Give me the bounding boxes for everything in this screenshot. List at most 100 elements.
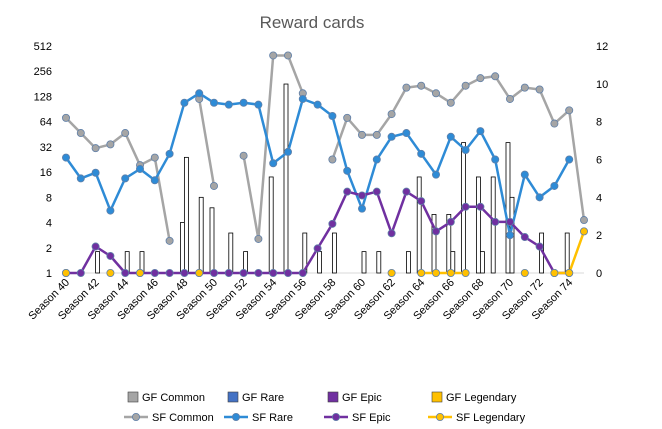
bar-gf-common [283,83,289,274]
legend-label: SF Common [152,412,214,424]
point-sf-epic [491,217,500,226]
bar-gf-rare [331,232,337,274]
point-sf-common [165,236,174,245]
y-right-tick-label: 10 [596,79,608,91]
legend-label: GF Legendary [446,392,517,404]
point-sf-epic [76,268,85,277]
legend-label: GF Rare [242,392,284,404]
point-sf-epic [313,244,322,253]
point-sf-epic [446,217,455,226]
point-sf-common [254,234,263,243]
point-sf-common [328,155,337,164]
point-sf-rare [491,155,500,164]
legend-marker-sf-epic [331,412,340,421]
point-sf-common [417,81,426,90]
point-sf-common [476,74,485,83]
point-sf-rare [209,98,218,107]
bar-gf-rare [198,196,204,274]
point-sf-epic [461,202,470,211]
point-sf-rare [328,111,337,120]
point-sf-rare [239,98,248,107]
point-sf-rare [520,170,529,179]
bar-gf-common [268,176,274,274]
point-sf-epic [91,242,100,251]
y-left-tick-label: 128 [34,91,52,103]
point-sf-common [372,130,381,139]
point-sf-rare [535,193,544,202]
bar-gf-common [209,207,215,274]
bar-gf-rare [376,251,382,274]
point-sf-common [461,81,470,90]
point-sf-rare [313,100,322,109]
bar-gf-rare [95,251,100,274]
point-sf-rare [402,129,411,138]
point-sf-common [106,140,115,149]
point-sf-legendary [135,268,144,277]
point-sf-epic [180,268,189,277]
point-sf-epic [106,251,115,260]
legend-label: GF Epic [342,392,382,404]
point-sf-epic [239,268,248,277]
bar-gf-common [179,222,185,274]
point-sf-common [357,130,366,139]
point-sf-legendary [565,268,574,277]
legend-swatch-gf-rare [227,391,239,403]
bar-gf-rare [228,232,234,274]
y-left-tick-label: 2 [46,243,52,255]
point-sf-rare [224,100,233,109]
y-left-tick-label: 64 [40,117,52,129]
y-left-tick-label: 8 [46,192,52,204]
point-sf-common [431,89,440,98]
legend-label: SF Legendary [456,412,526,424]
y-right-tick-label: 12 [596,41,608,53]
y-right-tick-label: 6 [596,155,602,167]
bar-gf-rare [183,156,189,274]
point-sf-legendary [195,268,204,277]
point-sf-epic [269,268,278,277]
legend-label: GF Common [142,392,205,404]
point-sf-common [402,83,411,92]
point-sf-epic [476,202,485,211]
chart-legend: GF Common GF Rare GF Epic GF Legendary SF Co… [124,391,526,424]
y-right-tick-label: 4 [596,192,602,204]
point-sf-epic [283,268,292,277]
legend-swatch-gf-legendary [431,391,443,403]
point-sf-epic [372,187,381,196]
point-sf-rare [195,89,204,98]
point-sf-epic [505,217,514,226]
point-sf-rare [357,204,366,213]
point-sf-legendary [446,268,455,277]
point-sf-common [62,113,71,122]
point-sf-legendary [417,268,426,277]
bar-gf-common [505,142,511,274]
point-sf-epic [165,268,174,277]
point-sf-rare [417,149,426,158]
legend-marker-sf-legendary [435,412,444,421]
point-sf-common [283,51,292,60]
point-sf-rare [461,146,470,155]
point-sf-common [150,153,159,162]
point-sf-legendary [520,268,529,277]
point-sf-rare [269,159,278,168]
point-sf-epic [328,219,337,228]
y-left-tick-label: 32 [40,142,52,154]
point-sf-common [535,85,544,94]
point-sf-common [269,51,278,60]
point-sf-epic [150,268,159,277]
bar-gf-common [564,232,570,274]
bar-gf-rare [405,251,411,274]
bar-gf-rare [361,251,367,274]
point-sf-epic [254,268,263,277]
point-sf-epic [121,268,130,277]
y-right-tick-label: 2 [596,230,602,242]
line-sf-legendary [421,230,586,275]
point-sf-legendary [106,268,115,277]
bar-gf-common [475,176,481,274]
point-sf-rare [121,174,130,183]
legend-marker-sf-rare [231,412,240,421]
point-sf-rare [446,132,455,141]
point-sf-common [580,216,589,225]
point-sf-epic [417,197,426,206]
legend-swatch-gf-common [127,391,139,403]
